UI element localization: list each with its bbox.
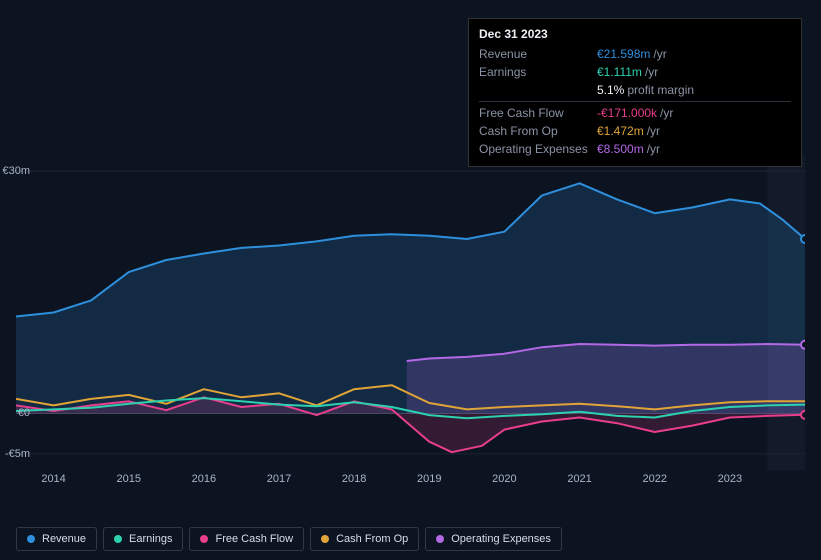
tooltip-row: Cash From Op€1.472m/yr <box>479 122 791 140</box>
legend-label: Revenue <box>42 533 86 545</box>
x-axis-label: 2020 <box>492 473 516 485</box>
legend-label: Cash From Op <box>336 533 408 545</box>
x-axis-label: 2022 <box>642 473 666 485</box>
chart-plot-area[interactable] <box>16 155 805 470</box>
legend-item-revenue[interactable]: Revenue <box>16 527 97 551</box>
legend-label: Earnings <box>129 533 172 545</box>
tooltip-row: Revenue€21.598m/yr <box>479 45 791 63</box>
chart-legend: Revenue Earnings Free Cash Flow Cash From O… <box>16 527 562 551</box>
x-axis-label: 2023 <box>718 473 742 485</box>
legend-dot-icon <box>436 535 444 543</box>
tooltip-row: Free Cash Flow-€171.000k/yr <box>479 104 791 122</box>
x-axis-label: 2019 <box>417 473 441 485</box>
legend-dot-icon <box>114 535 122 543</box>
legend-label: Operating Expenses <box>451 533 551 545</box>
chart-tooltip: Dec 31 2023 Revenue€21.598m/yrEarnings€1… <box>468 18 802 167</box>
legend-dot-icon <box>27 535 35 543</box>
legend-item-earnings[interactable]: Earnings <box>103 527 183 551</box>
legend-label: Free Cash Flow <box>215 533 293 545</box>
legend-item-opex[interactable]: Operating Expenses <box>425 527 562 551</box>
legend-dot-icon <box>321 535 329 543</box>
x-axis-label: 2014 <box>41 473 65 485</box>
legend-item-fcf[interactable]: Free Cash Flow <box>189 527 304 551</box>
tooltip-row: Earnings€1.111m/yr <box>479 63 791 81</box>
x-axis-label: 2018 <box>342 473 366 485</box>
tooltip-row: Operating Expenses€8.500m/yr <box>479 140 791 158</box>
tooltip-row: 5.1%profit margin <box>479 81 791 99</box>
y-axis-label: €0 <box>0 407 30 419</box>
y-axis-label: €30m <box>0 165 30 177</box>
x-axis-label: 2015 <box>116 473 140 485</box>
financials-chart: €30m€0-€5m 20142015201620172018201920202… <box>16 155 805 505</box>
legend-dot-icon <box>200 535 208 543</box>
tooltip-date: Dec 31 2023 <box>479 27 791 41</box>
y-axis-label: -€5m <box>0 448 30 460</box>
x-axis-label: 2017 <box>267 473 291 485</box>
x-axis-label: 2016 <box>192 473 216 485</box>
x-axis-label: 2021 <box>567 473 591 485</box>
legend-item-cashop[interactable]: Cash From Op <box>310 527 419 551</box>
